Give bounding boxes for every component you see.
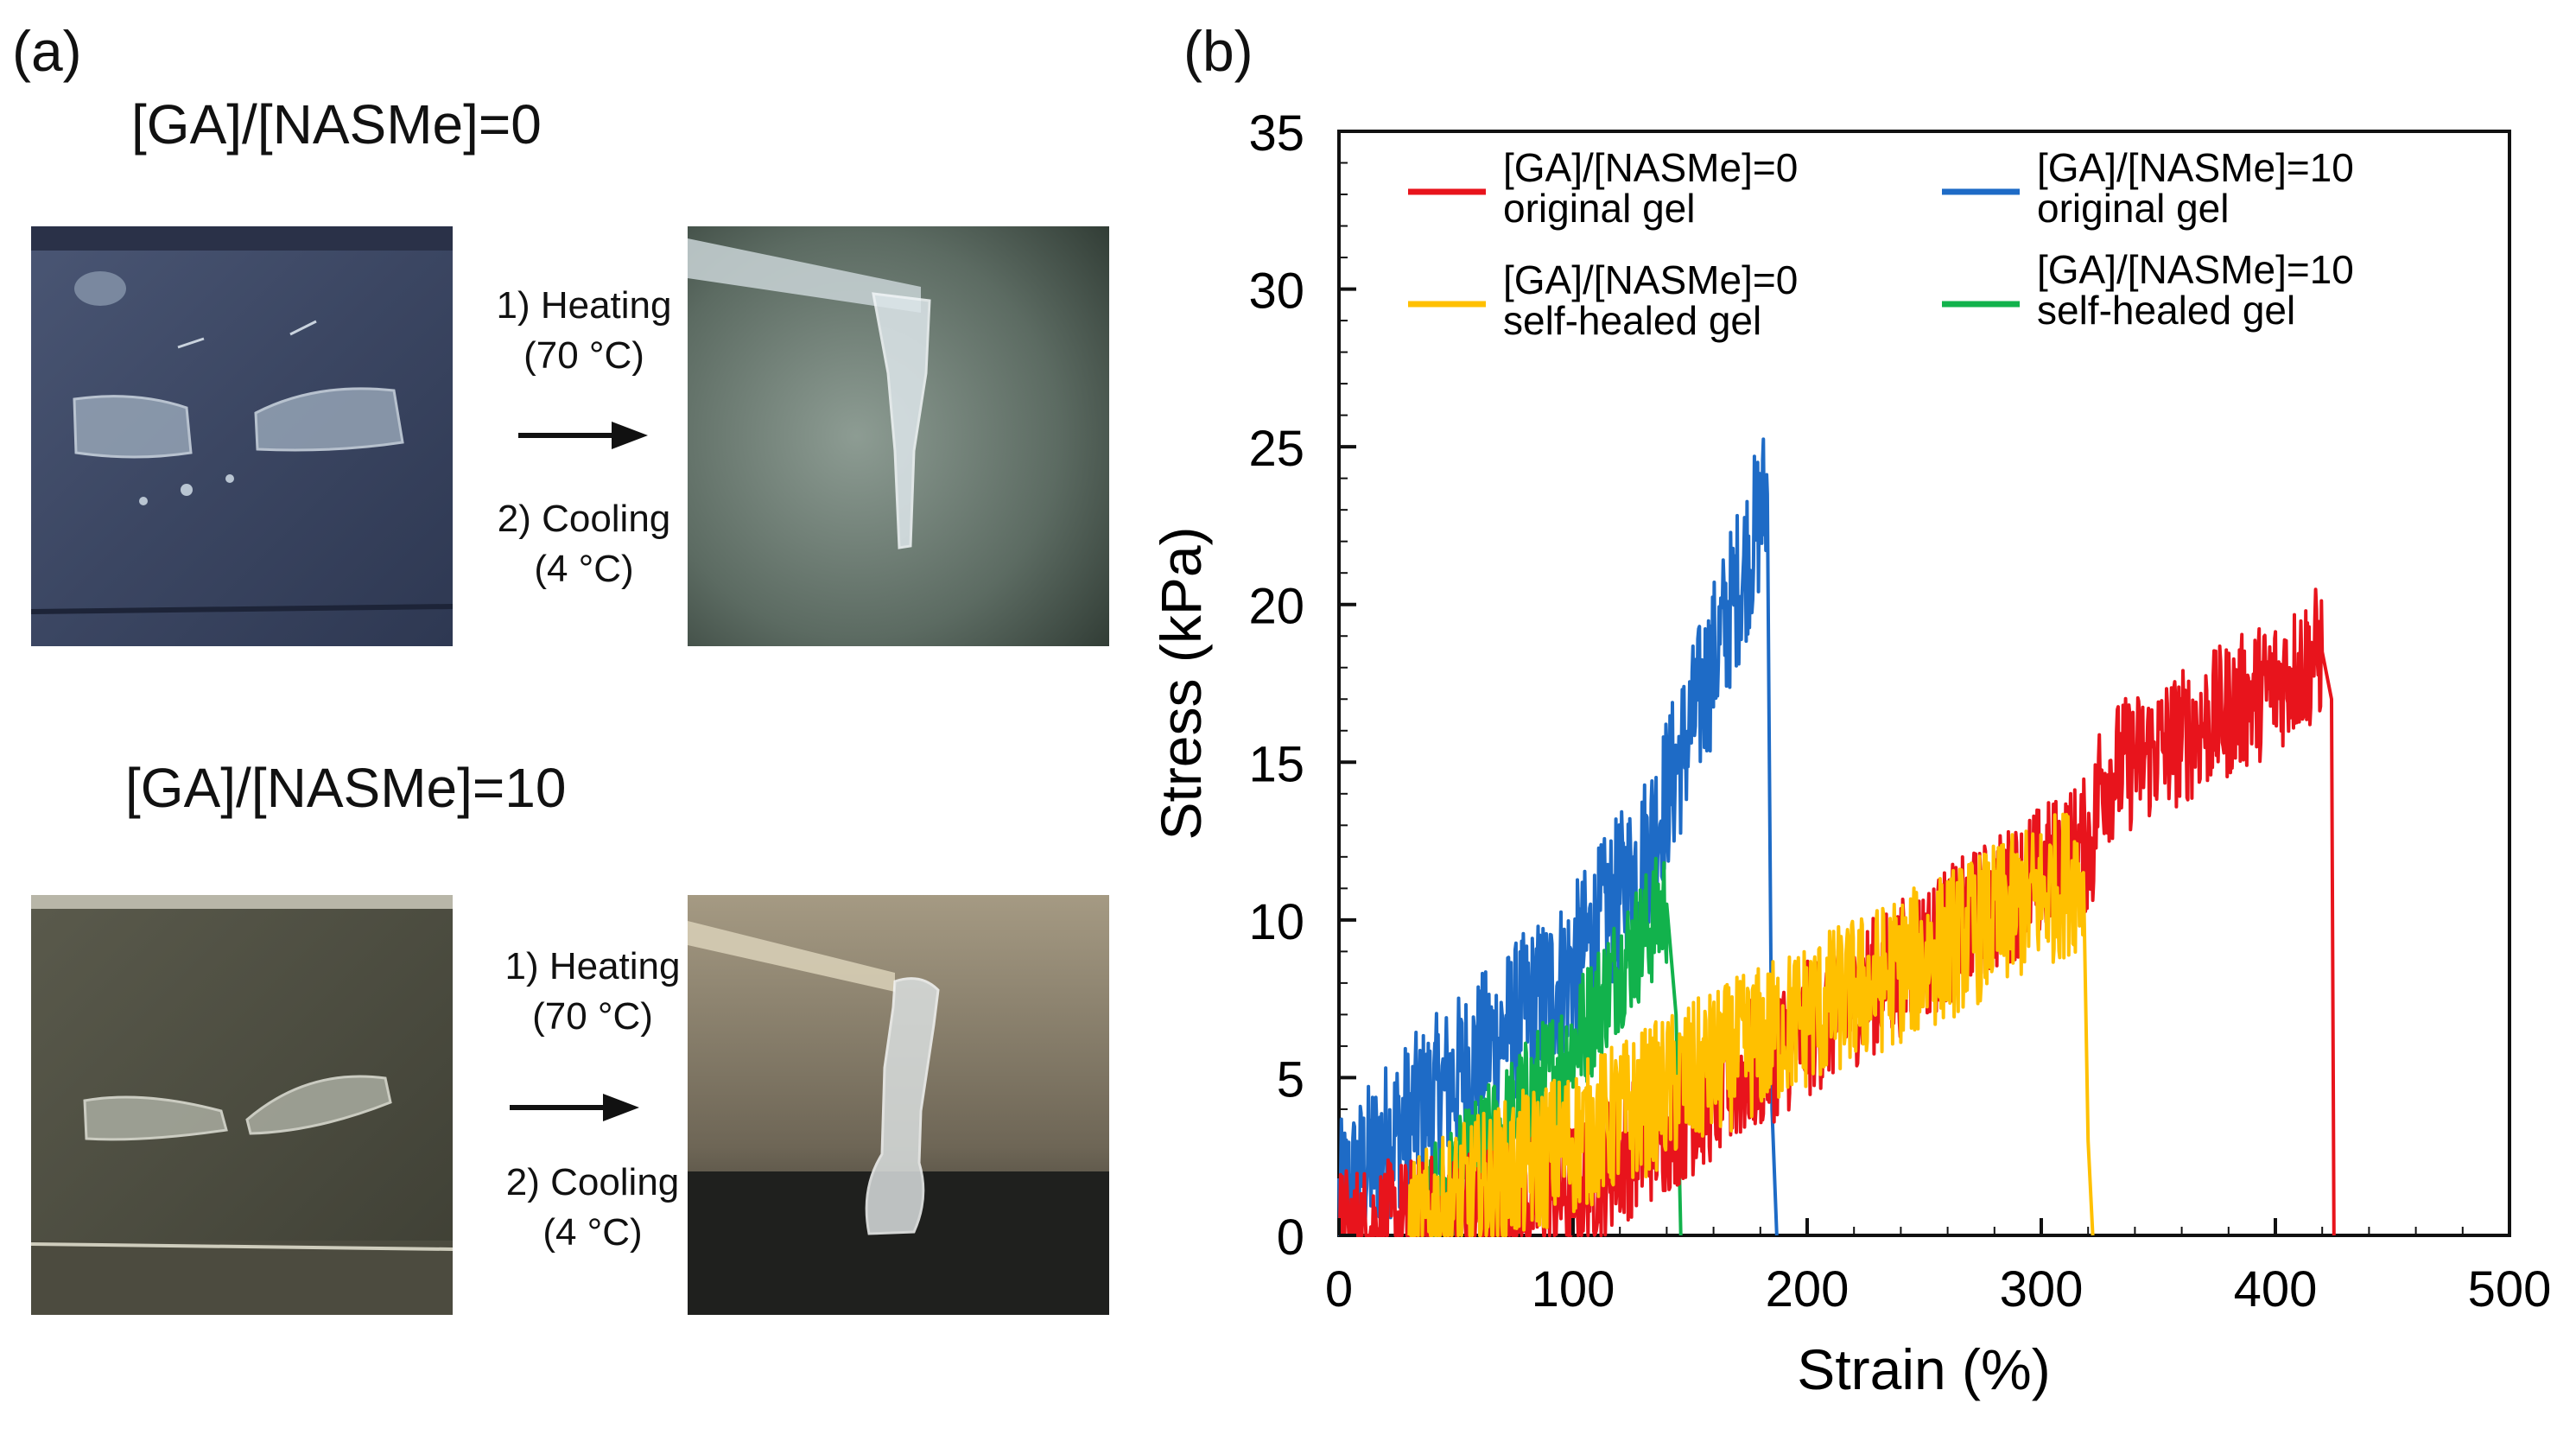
legend-label-ga0-healed-line1: [GA]/[NASMe]=0 bbox=[1503, 257, 1798, 302]
stress-strain-chart: 0 5 10 15 20 25 30 35 0 100 200 300 400 500 Strain (… bbox=[1149, 105, 2552, 1401]
panel-b-label: (b) bbox=[1183, 19, 1253, 83]
row1-cooling-step: 2) Cooling (4 °C) bbox=[463, 494, 705, 594]
x-tick-label: 500 bbox=[2468, 1261, 2552, 1317]
y-tick-label: 25 bbox=[1248, 421, 1304, 477]
y-tick-label: 35 bbox=[1248, 105, 1304, 162]
y-tick-label: 15 bbox=[1248, 736, 1304, 792]
row1-cooling-temp: (4 °C) bbox=[534, 548, 634, 590]
x-axis-ticks: 0 100 200 300 400 500 bbox=[1325, 1218, 2552, 1317]
row1-heating-temp: (70 °C) bbox=[523, 334, 644, 377]
row1-cut-gel-photo bbox=[31, 226, 453, 646]
x-tick-label: 400 bbox=[2234, 1261, 2318, 1317]
row2-arrow-icon bbox=[510, 1094, 639, 1121]
x-tick-label: 100 bbox=[1532, 1261, 1615, 1317]
legend-label-ga0-original-line2: original gel bbox=[1503, 186, 1695, 231]
row2-cooling-step: 2) Cooling (4 °C) bbox=[472, 1158, 714, 1258]
row1-cooling-label: 2) Cooling bbox=[497, 498, 671, 540]
y-tick-label: 0 bbox=[1277, 1209, 1304, 1266]
y-tick-label: 10 bbox=[1248, 894, 1304, 950]
legend-label-ga10-original-line2: original gel bbox=[2037, 186, 2229, 231]
y-tick-label: 5 bbox=[1277, 1051, 1304, 1108]
legend-label-ga0-original-line1: [GA]/[NASMe]=0 bbox=[1503, 145, 1798, 190]
y-axis-label: Stress (kPa) bbox=[1149, 526, 1213, 840]
row2-cut-gel-photo bbox=[31, 895, 453, 1315]
x-tick-label: 300 bbox=[2000, 1261, 2084, 1317]
legend-item-ga10-self-healed: [GA]/[NASMe]=10 self-healed gel bbox=[1942, 247, 2354, 333]
row1-title: [GA]/[NASMe]=0 bbox=[131, 93, 542, 156]
x-tick-label: 0 bbox=[1325, 1261, 1353, 1317]
legend-label-ga10-healed-line1: [GA]/[NASMe]=10 bbox=[2037, 247, 2354, 292]
row1-heating-step: 1) Heating (70 °C) bbox=[463, 281, 705, 381]
legend-label-ga0-healed-line2: self-healed gel bbox=[1503, 298, 1761, 343]
row1-heating-label: 1) Heating bbox=[496, 284, 672, 327]
legend: [GA]/[NASMe]=0 original gel [GA]/[NASMe]… bbox=[1408, 145, 2354, 343]
row2-heating-label: 1) Heating bbox=[504, 945, 681, 987]
legend-label-ga10-original-line1: [GA]/[NASMe]=10 bbox=[2037, 145, 2354, 190]
row2-heating-temp: (70 °C) bbox=[532, 995, 653, 1038]
y-tick-label: 30 bbox=[1248, 263, 1304, 320]
series-ga0-self-healed bbox=[1407, 812, 2095, 1237]
legend-item-ga0-original: [GA]/[NASMe]=0 original gel bbox=[1408, 145, 1798, 231]
y-tick-label: 20 bbox=[1248, 579, 1304, 635]
legend-label-ga10-healed-line2: self-healed gel bbox=[2037, 288, 2295, 333]
plot-area bbox=[1337, 130, 2511, 1237]
row2-cooling-label: 2) Cooling bbox=[505, 1161, 680, 1203]
row1-healed-gel-photo bbox=[688, 226, 1109, 646]
series-layer bbox=[1337, 437, 2336, 1237]
x-axis-label: Strain (%) bbox=[1797, 1337, 2050, 1401]
y-axis-ticks: 0 5 10 15 20 25 30 35 bbox=[1248, 105, 1356, 1266]
legend-item-ga10-original: [GA]/[NASMe]=10 original gel bbox=[1942, 145, 2354, 231]
x-tick-label: 200 bbox=[1766, 1261, 1850, 1317]
row2-healed-gel-photo bbox=[688, 895, 1109, 1315]
row2-title: [GA]/[NASMe]=10 bbox=[125, 757, 567, 819]
legend-item-ga0-self-healed: [GA]/[NASMe]=0 self-healed gel bbox=[1408, 257, 1798, 343]
row1-arrow-icon bbox=[518, 422, 648, 449]
row2-cooling-temp: (4 °C) bbox=[542, 1211, 643, 1254]
row2-heating-step: 1) Heating (70 °C) bbox=[472, 942, 714, 1042]
panel-a-label: (a) bbox=[12, 19, 82, 83]
